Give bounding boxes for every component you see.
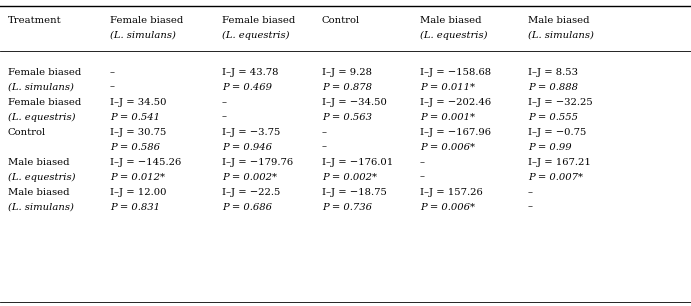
Text: –: – (322, 143, 327, 151)
Text: P = 0.563: P = 0.563 (322, 113, 372, 121)
Text: I–J = −32.25: I–J = −32.25 (528, 98, 593, 107)
Text: –: – (322, 128, 327, 137)
Text: P = 0.586: P = 0.586 (110, 143, 160, 151)
Text: I–J = 30.75: I–J = 30.75 (110, 128, 167, 137)
Text: (L. simulans): (L. simulans) (110, 31, 176, 39)
Text: P = 0.831: P = 0.831 (110, 203, 160, 211)
Text: I–J = −34.50: I–J = −34.50 (322, 98, 387, 107)
Text: P = 0.946: P = 0.946 (222, 143, 272, 151)
Text: –: – (528, 188, 533, 197)
Text: I–J = 34.50: I–J = 34.50 (110, 98, 167, 107)
Text: (L. equestris): (L. equestris) (8, 113, 75, 121)
Text: I–J = −18.75: I–J = −18.75 (322, 188, 387, 197)
Text: –: – (110, 68, 115, 77)
Text: I–J = −22.5: I–J = −22.5 (222, 188, 281, 197)
Text: (L. equestris): (L. equestris) (420, 31, 487, 39)
Text: P = 0.541: P = 0.541 (110, 113, 160, 121)
Text: –: – (420, 158, 425, 167)
Text: Male biased: Male biased (8, 158, 70, 167)
Text: P = 0.002*: P = 0.002* (222, 173, 277, 181)
Text: (L. simulans): (L. simulans) (528, 31, 594, 39)
Text: –: – (528, 203, 533, 211)
Text: P = 0.555: P = 0.555 (528, 113, 578, 121)
Text: I–J = −145.26: I–J = −145.26 (110, 158, 181, 167)
Text: P = 0.888: P = 0.888 (528, 83, 578, 91)
Text: I–J = −3.75: I–J = −3.75 (222, 128, 281, 137)
Text: P = 0.012*: P = 0.012* (110, 173, 165, 181)
Text: I–J = −0.75: I–J = −0.75 (528, 128, 587, 137)
Text: Treatment: Treatment (8, 16, 61, 25)
Text: I–J = 167.21: I–J = 167.21 (528, 158, 591, 167)
Text: P = 0.736: P = 0.736 (322, 203, 372, 211)
Text: I–J = 8.53: I–J = 8.53 (528, 68, 578, 77)
Text: I–J = −179.76: I–J = −179.76 (222, 158, 293, 167)
Text: I–J = 9.28: I–J = 9.28 (322, 68, 372, 77)
Text: –: – (222, 98, 227, 107)
Text: Control: Control (322, 16, 360, 25)
Text: I–J = −202.46: I–J = −202.46 (420, 98, 491, 107)
Text: P = 0.686: P = 0.686 (222, 203, 272, 211)
Text: Male biased: Male biased (8, 188, 70, 197)
Text: (L. equestris): (L. equestris) (8, 173, 75, 182)
Text: I–J = 43.78: I–J = 43.78 (222, 68, 278, 77)
Text: (L. equestris): (L. equestris) (222, 31, 290, 39)
Text: I–J = 157.26: I–J = 157.26 (420, 188, 483, 197)
Text: Female biased: Female biased (222, 16, 295, 25)
Text: Female biased: Female biased (8, 68, 82, 77)
Text: (L. simulans): (L. simulans) (8, 83, 74, 91)
Text: I–J = −167.96: I–J = −167.96 (420, 128, 491, 137)
Text: (L. simulans): (L. simulans) (8, 203, 74, 211)
Text: P = 0.99: P = 0.99 (528, 143, 571, 151)
Text: Female biased: Female biased (110, 16, 183, 25)
Text: Female biased: Female biased (8, 98, 82, 107)
Text: P = 0.469: P = 0.469 (222, 83, 272, 91)
Text: P = 0.001*: P = 0.001* (420, 113, 475, 121)
Text: Male biased: Male biased (528, 16, 589, 25)
Text: –: – (110, 83, 115, 91)
Text: P = 0.011*: P = 0.011* (420, 83, 475, 91)
Text: Male biased: Male biased (420, 16, 482, 25)
Text: P = 0.878: P = 0.878 (322, 83, 372, 91)
Text: Control: Control (8, 128, 46, 137)
Text: P = 0.007*: P = 0.007* (528, 173, 583, 181)
Text: I–J = −176.01: I–J = −176.01 (322, 158, 393, 167)
Text: P = 0.006*: P = 0.006* (420, 143, 475, 151)
Text: I–J = 12.00: I–J = 12.00 (110, 188, 167, 197)
Text: P = 0.002*: P = 0.002* (322, 173, 377, 181)
Text: –: – (222, 113, 227, 121)
Text: –: – (420, 173, 425, 181)
Text: I–J = −158.68: I–J = −158.68 (420, 68, 491, 77)
Text: P = 0.006*: P = 0.006* (420, 203, 475, 211)
